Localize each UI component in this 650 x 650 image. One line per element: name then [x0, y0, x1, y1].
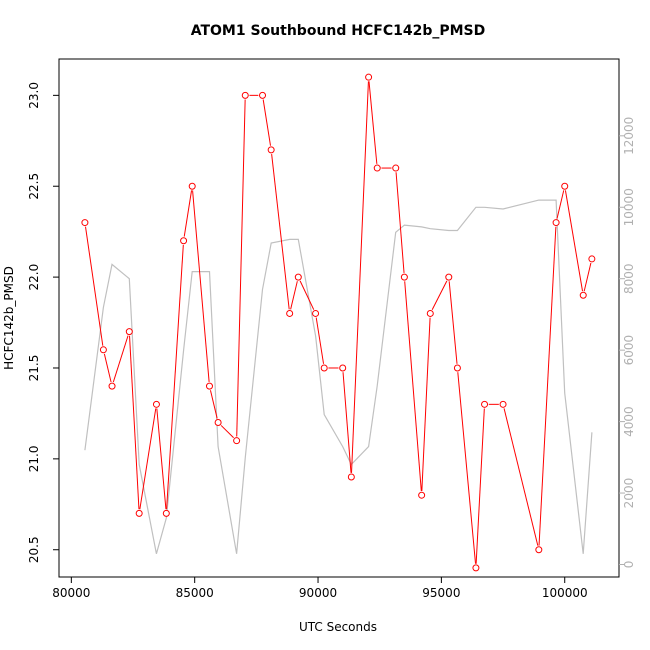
- red-series-point: [400, 273, 408, 281]
- red-series-point: [552, 219, 560, 227]
- y-tick-label: 22.5: [27, 173, 41, 200]
- red-series-point: [499, 400, 507, 408]
- red-series-segment: [475, 408, 485, 564]
- red-series-point: [312, 309, 320, 317]
- series-gray-line: [84, 199, 593, 554]
- red-series-point: [214, 419, 222, 427]
- series-red-line: [81, 73, 596, 572]
- red-series-point: [162, 509, 170, 517]
- red-series-point: [188, 182, 196, 190]
- red-series-segment: [448, 281, 458, 364]
- x-tick-label: 90000: [299, 586, 337, 600]
- red-series-segment: [271, 153, 290, 310]
- red-series-segment: [262, 99, 271, 146]
- red-series-point: [233, 437, 241, 445]
- x-tick-label: 80000: [52, 586, 90, 600]
- y2-tick-label: 8000: [622, 263, 636, 294]
- x-axis-label: UTC Seconds: [299, 620, 377, 634]
- red-series-segment: [166, 244, 184, 510]
- red-series-point: [445, 273, 453, 281]
- red-series-point: [347, 473, 355, 481]
- red-series-segment: [457, 372, 477, 564]
- gray-series-path: [84, 199, 593, 554]
- y2-tick-label: 12000: [622, 117, 636, 155]
- red-series-point: [579, 291, 587, 299]
- red-series-segment: [342, 372, 352, 473]
- red-series-point: [392, 164, 400, 172]
- red-series-point: [81, 219, 89, 227]
- red-series-point: [535, 546, 543, 554]
- red-series-segment: [103, 353, 112, 383]
- y-axis-right: 0 2000 4000 6000 8000 10000 12000: [619, 117, 636, 569]
- red-series-point: [241, 91, 249, 99]
- red-series-segment: [209, 390, 218, 419]
- y2-tick-label: 4000: [622, 406, 636, 437]
- red-series-point: [472, 564, 480, 572]
- red-series-point: [453, 364, 461, 372]
- red-series-point: [418, 491, 426, 499]
- red-series-segment: [129, 335, 140, 510]
- red-series-segment: [368, 81, 378, 164]
- red-series-segment: [583, 262, 592, 292]
- red-series-point: [365, 73, 373, 81]
- red-series-segment: [421, 317, 431, 492]
- red-series-point: [426, 309, 434, 317]
- red-series-segment: [139, 408, 157, 510]
- red-series-point: [286, 309, 294, 317]
- red-series-segment: [538, 226, 557, 546]
- red-series-point: [205, 382, 213, 390]
- red-series-point: [339, 364, 347, 372]
- red-series-point: [99, 346, 107, 354]
- red-series-point: [481, 400, 489, 408]
- y-tick-label: 21.5: [27, 355, 41, 382]
- red-series-segment: [299, 280, 315, 310]
- y2-tick-label: 2000: [622, 478, 636, 509]
- chart-title: ATOM1 Southbound HCFC142b_PMSD: [191, 23, 486, 39]
- red-series-point: [320, 364, 328, 372]
- red-series-segment: [192, 190, 210, 383]
- red-series-segment: [564, 190, 584, 292]
- red-series-segment: [503, 408, 539, 546]
- red-series-segment: [431, 280, 448, 310]
- red-series-segment: [404, 281, 422, 492]
- x-tick-label: 95000: [422, 586, 460, 600]
- red-series-segment: [556, 190, 565, 219]
- x-axis: 80000 85000 90000 95000 100000: [52, 577, 588, 600]
- red-series-segment: [395, 172, 405, 273]
- y2-tick-label: 0: [622, 561, 636, 569]
- red-series-point: [125, 328, 133, 336]
- red-series-segment: [183, 190, 193, 237]
- y-axis-label: HCFC142b_PMSD: [2, 266, 16, 370]
- red-series-segment: [315, 317, 325, 364]
- red-series-segment: [351, 81, 369, 473]
- red-series-segment: [236, 99, 246, 437]
- red-series-point: [267, 146, 275, 154]
- y-axis-left: 20.5 21.0 21.5 22.0 22.5 23.0: [27, 82, 59, 563]
- red-series-point: [373, 164, 381, 172]
- red-series-point: [561, 182, 569, 190]
- red-series-point: [108, 382, 116, 390]
- y2-tick-label: 10000: [622, 188, 636, 226]
- red-series-point: [152, 400, 160, 408]
- y-tick-label: 22.0: [27, 264, 41, 291]
- red-series-point: [294, 273, 302, 281]
- y-tick-label: 20.5: [27, 536, 41, 563]
- red-series-segment: [220, 425, 234, 439]
- x-tick-label: 100000: [542, 586, 588, 600]
- red-series-point: [588, 255, 596, 263]
- red-series-segment: [85, 226, 104, 346]
- plot-frame: [58, 58, 620, 578]
- y-tick-label: 23.0: [27, 82, 41, 109]
- x-tick-label: 85000: [176, 586, 214, 600]
- red-series-segment: [156, 408, 167, 510]
- red-series-point: [135, 509, 143, 517]
- y-tick-label: 21.0: [27, 446, 41, 473]
- red-series-segment: [112, 335, 129, 383]
- y2-tick-label: 6000: [622, 335, 636, 366]
- red-series-point: [180, 237, 188, 245]
- red-series-segment: [290, 281, 298, 310]
- red-series-point: [259, 91, 267, 99]
